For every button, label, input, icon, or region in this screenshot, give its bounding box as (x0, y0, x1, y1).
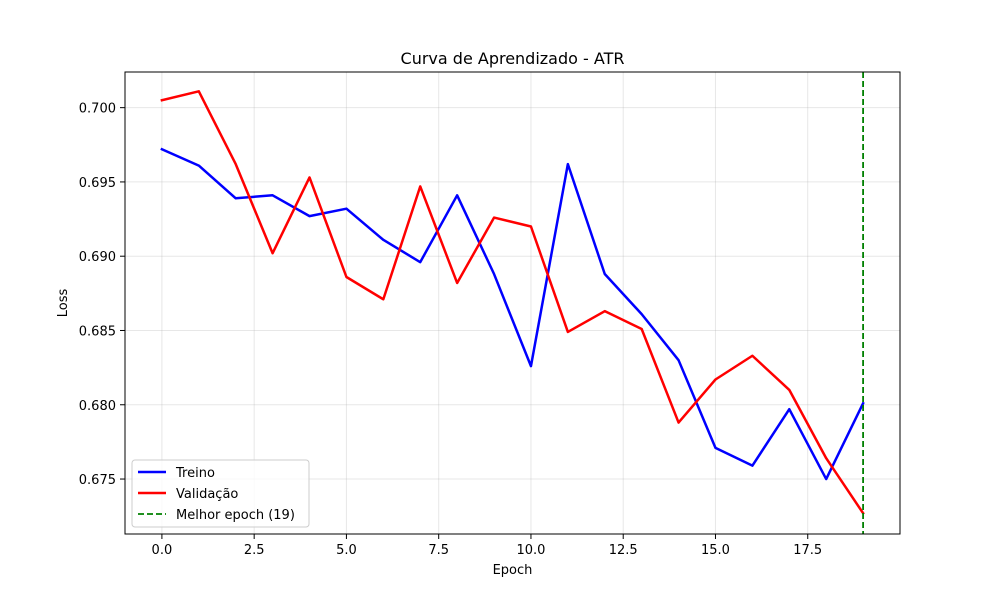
x-tick-label: 0.0 (152, 543, 173, 558)
legend: Treino Validação Melhor epoch (19) (131, 459, 310, 528)
x-tick-label: 17.5 (793, 543, 822, 558)
series-line-validacao (160, 90, 865, 515)
x-tick-label: 10.0 (516, 543, 545, 558)
y-tick-label: 0.690 (79, 250, 116, 265)
x-tick-label: 12.5 (609, 543, 638, 558)
y-axis-label: Loss (56, 289, 71, 318)
x-tick-label: 2.5 (244, 543, 265, 558)
x-axis-label: Epoch (493, 563, 533, 578)
ticks: 0.0 2.5 5.0 7.5 10.0 12.5 15.0 17.5 0.675 0.680 0.… (79, 102, 822, 558)
chart-title: Curva de Aprendizado - ATR (401, 49, 625, 68)
x-tick-label: 7.5 (428, 543, 449, 558)
legend-label-treino: Treino (175, 466, 215, 481)
legend-label-validacao: Validação (176, 487, 238, 502)
x-tick-label: 15.0 (701, 543, 730, 558)
series-lines (160, 72, 865, 534)
y-tick-label: 0.675 (79, 473, 116, 488)
y-tick-label: 0.695 (79, 176, 116, 191)
series-line-treino (160, 147, 865, 481)
y-tick-label: 0.680 (79, 399, 116, 414)
x-tick-label: 5.0 (336, 543, 357, 558)
y-tick-label: 0.685 (79, 324, 116, 339)
plot-frame (124, 71, 901, 535)
legend-box (131, 459, 310, 528)
y-tick-label: 0.700 (79, 102, 116, 117)
legend-label-melhor-epoch: Melhor epoch (19) (176, 508, 295, 523)
